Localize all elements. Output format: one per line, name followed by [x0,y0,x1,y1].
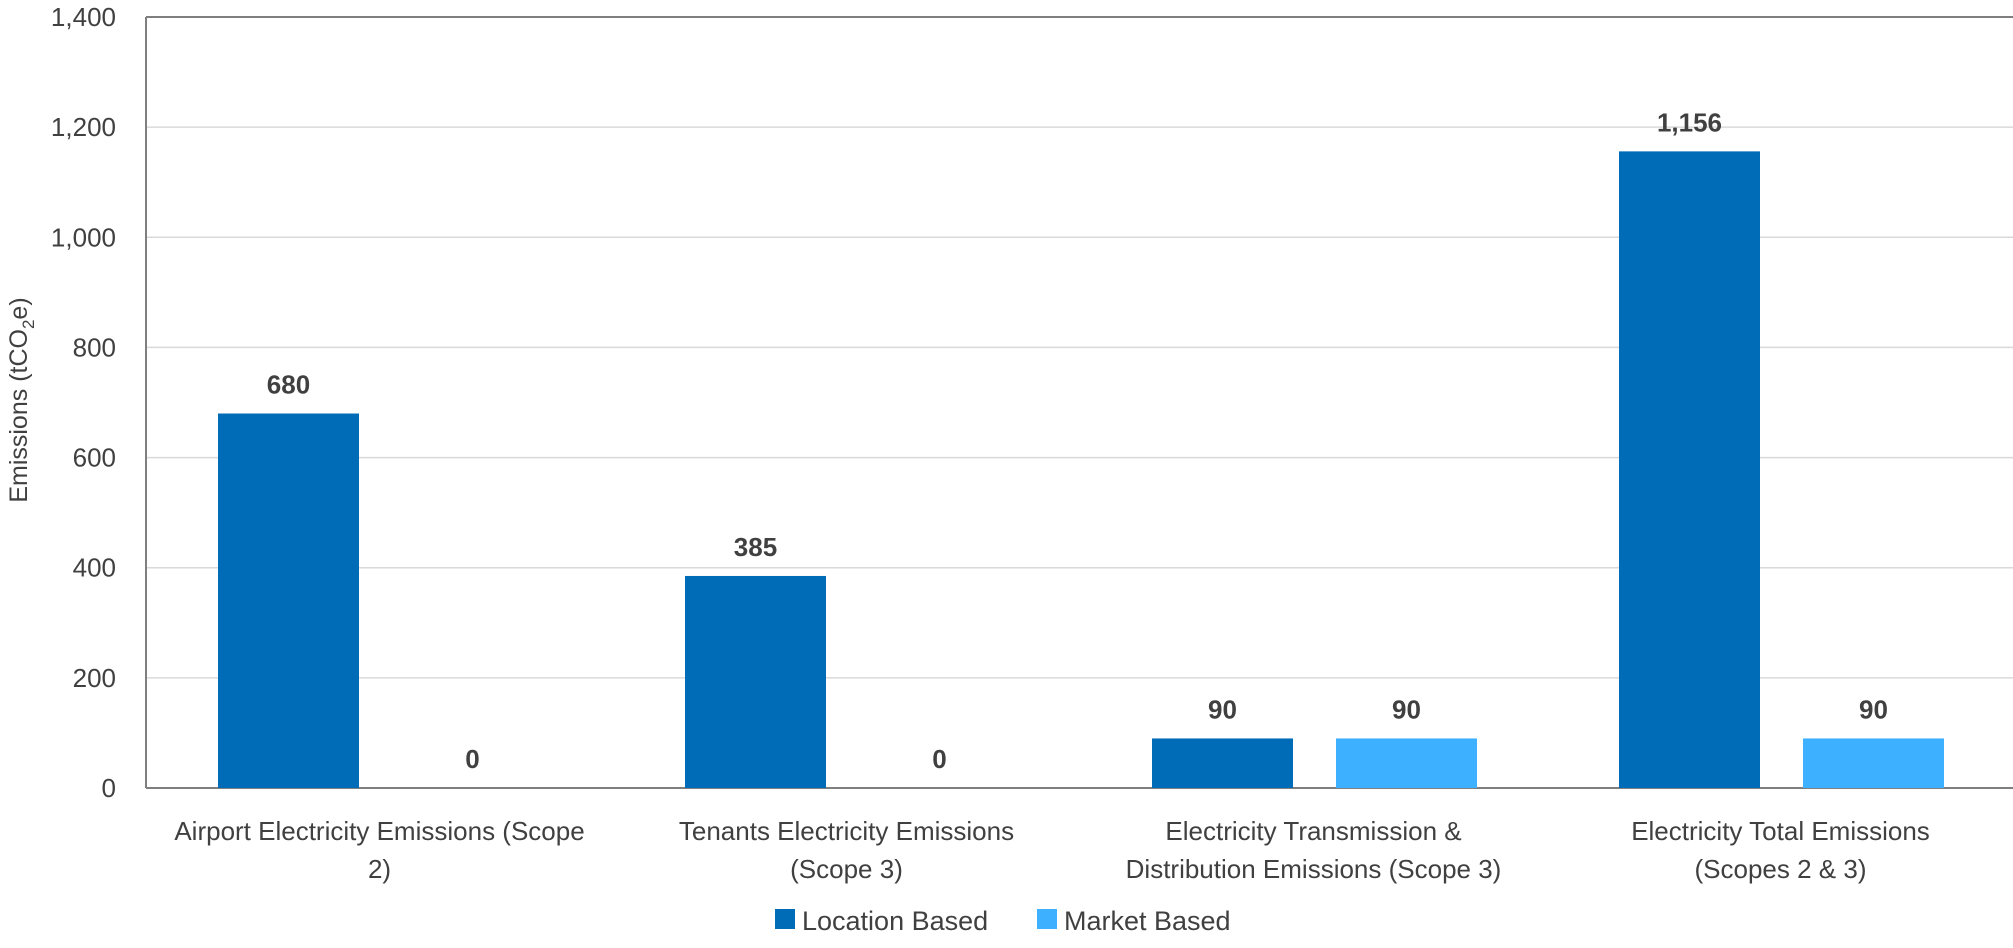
category-label-line: 2) [368,854,391,884]
data-labels: 680 0 385 0 90 90 1,156 90 [267,107,1888,774]
legend-label: Market Based [1064,906,1231,936]
y-axis-title-subscript: 2 [19,320,38,329]
category-label-line: Electricity Total Emissions [1631,816,1930,846]
data-label: 0 [932,744,946,774]
data-label: 385 [734,532,777,562]
bar [218,413,359,788]
y-tick-label: 800 [73,332,116,362]
category-label-line: Distribution Emissions (Scope 3) [1126,854,1502,884]
category-label-line: (Scopes 2 & 3) [1695,854,1867,884]
bars [218,151,1944,789]
data-label: 90 [1392,694,1421,724]
y-axis-title: Emissions (tCO2e) [5,297,38,502]
y-tick-label: 0 [102,773,116,803]
category-label: Electricity Transmission & Distribution E… [1126,816,1502,884]
y-axis-title-group: Emissions (tCO2e) [5,297,38,502]
bar [1803,738,1944,788]
legend-swatch [775,909,795,929]
category-label: Tenants Electricity Emissions (Scope 3) [679,816,1014,884]
category-label-line: (Scope 3) [790,854,903,884]
data-label: 1,156 [1657,107,1722,137]
y-tick-label: 1,000 [51,222,116,252]
bar [1336,738,1477,788]
data-label: 0 [465,744,479,774]
y-axis-title-main: Emissions (tCO [5,329,33,503]
legend-label: Location Based [802,906,988,936]
y-axis-title-suffix: e) [5,297,33,319]
data-label: 90 [1208,694,1237,724]
category-label: Airport Electricity Emissions (Scope 2) [174,816,584,884]
category-label-line: Electricity Transmission & [1165,816,1461,846]
y-tick-label: 400 [73,553,116,583]
y-tick-label: 1,400 [51,2,116,32]
bar [1619,151,1760,789]
category-label-line: Tenants Electricity Emissions [679,816,1014,846]
category-label: Electricity Total Emissions (Scopes 2 & 3… [1631,816,1930,884]
y-tick-label: 600 [73,443,116,473]
category-labels: Airport Electricity Emissions (Scope 2) Te… [174,816,1929,884]
data-label: 90 [1859,694,1888,724]
y-tick-labels: 0 200 400 600 800 1,000 1,200 1,400 [51,2,116,803]
bar [1152,738,1293,788]
y-tick-label: 200 [73,663,116,693]
y-tick-label: 1,200 [51,112,116,142]
legend: Location Based Market Based [775,906,1231,936]
category-label-line: Airport Electricity Emissions (Scope [174,816,584,846]
legend-swatch [1037,909,1057,929]
bar [685,575,826,788]
data-label: 680 [267,370,310,400]
